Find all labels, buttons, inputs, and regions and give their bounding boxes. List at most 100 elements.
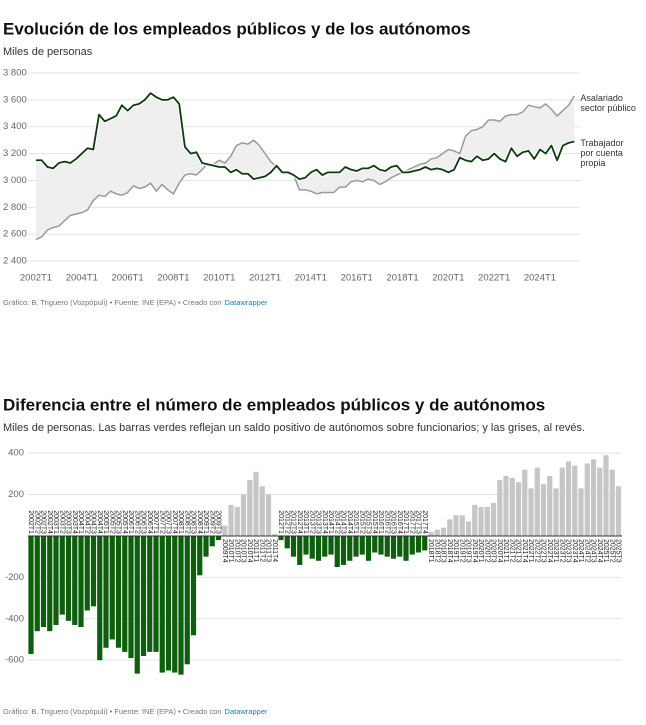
x-tick-label: 2020T1 [432,273,464,284]
x-tick-label: 2007T2 [158,510,165,534]
x-tick-label: 2020T4 [496,539,503,563]
bar [140,535,147,657]
bar [84,535,90,611]
bar [359,535,365,555]
series-label: Trabajador por cuenta propia [580,138,623,168]
x-tick-label: 2006T1 [127,510,134,534]
bar [240,494,247,536]
x-tick-label: 2002T4 [46,510,53,534]
y-tick-label: 3 000 [3,175,27,186]
bar [153,535,159,652]
x-tick-label: 2010T3 [240,539,247,563]
series-line [35,95,575,241]
x-tick-label: 2016T3 [390,510,397,534]
bar [172,535,178,673]
bar [34,535,40,632]
bar [384,535,390,557]
x-tick-label: 2019T1 [452,539,459,563]
chart-title: Evolución de los empleados públicos y de… [3,19,471,38]
x-tick-label: 2020T2 [483,539,490,563]
x-tick-label: 2018T1 [427,539,434,563]
bar [509,477,515,536]
x-tick-label: 2025T2 [608,539,615,563]
x-tick-label: 2003T1 [52,510,59,534]
x-tick-label: 2006T4 [146,510,153,534]
bar [234,506,240,536]
bar [53,535,59,625]
bar [28,535,34,654]
y-tick-label: 2 800 [3,202,27,213]
bar [503,475,509,536]
x-tick-label: 2011T4 [271,539,278,562]
x-tick-label: 2018T3 [440,539,447,563]
x-tick-label: 2014T4 [346,510,353,534]
bar [253,471,259,536]
y-tick-label: 200 [8,489,24,500]
x-tick-label: 2004T2 [83,510,90,534]
x-tick-label: 2002T2 [33,510,40,534]
bar [159,535,165,673]
bar [222,525,228,536]
bar [615,486,622,536]
bar [65,535,72,621]
x-tick-label: 2003T2 [58,510,65,534]
bar [565,461,572,536]
bar [322,535,328,557]
bar [128,535,134,659]
bar [365,535,372,561]
x-tick-label: 2009T3 [215,510,222,534]
bar [415,535,422,553]
x-tick-label: 2025T3 [615,539,622,563]
x-tick-label: 2012T1 [277,510,284,534]
bar [134,535,140,674]
bar [584,463,590,536]
y-tick-label: 2 400 [3,256,27,267]
x-tick-label: 2010T2 [233,539,240,563]
x-tick-label: 2017T4 [421,510,428,534]
x-tick-label: 2024T1 [524,273,556,284]
bar [490,502,497,536]
x-tick-label: 2006T3 [140,510,147,534]
x-tick-label: 2018T1 [386,273,418,284]
x-tick-label: 2024T2 [583,539,590,563]
bar [284,535,290,549]
x-tick-label: 2013T3 [315,510,322,534]
bar [272,533,278,536]
bar [309,535,315,559]
y-tick-label: 400 [8,448,24,459]
x-tick-label: 2008T4 [196,510,203,534]
bar [147,535,153,652]
bar [59,535,65,615]
x-tick-label: 2022T2 [533,539,540,563]
bar [247,480,253,536]
x-tick-label: 2002T1 [20,273,52,284]
bar [197,535,203,576]
x-tick-label: 2007T3 [165,510,172,534]
bar [390,535,397,559]
x-tick-label: 2005T1 [102,510,109,534]
bar [90,535,97,607]
x-tick-label: 2015T3 [365,510,372,534]
series-label: Asalariado sector público [580,92,636,113]
x-tick-label: 2006T1 [112,273,144,284]
chart-subtitle: Miles de personas [3,46,93,58]
x-tick-label: 2021T4 [521,539,528,563]
x-tick-label: 2002T1 [27,510,34,534]
x-tick-label: 2012T2 [283,510,290,534]
x-tick-label: 2020T3 [490,539,497,563]
x-tick-label: 2019T3 [465,539,472,563]
x-tick-label: 2015T2 [358,510,365,534]
bar [215,535,222,541]
x-tick-label: 2005T3 [115,510,122,534]
bar [409,535,415,555]
series-label-text: Asalariado sector público [580,92,636,113]
x-tick-label: 2023T1 [552,539,559,563]
bar [40,535,47,628]
x-tick-label: 2013T4 [321,510,328,534]
x-tick-label: 2010T1 [203,273,235,284]
bar [428,531,434,536]
bar [353,535,359,557]
range-band [36,93,575,240]
x-tick-label: 2006T2 [133,510,140,534]
